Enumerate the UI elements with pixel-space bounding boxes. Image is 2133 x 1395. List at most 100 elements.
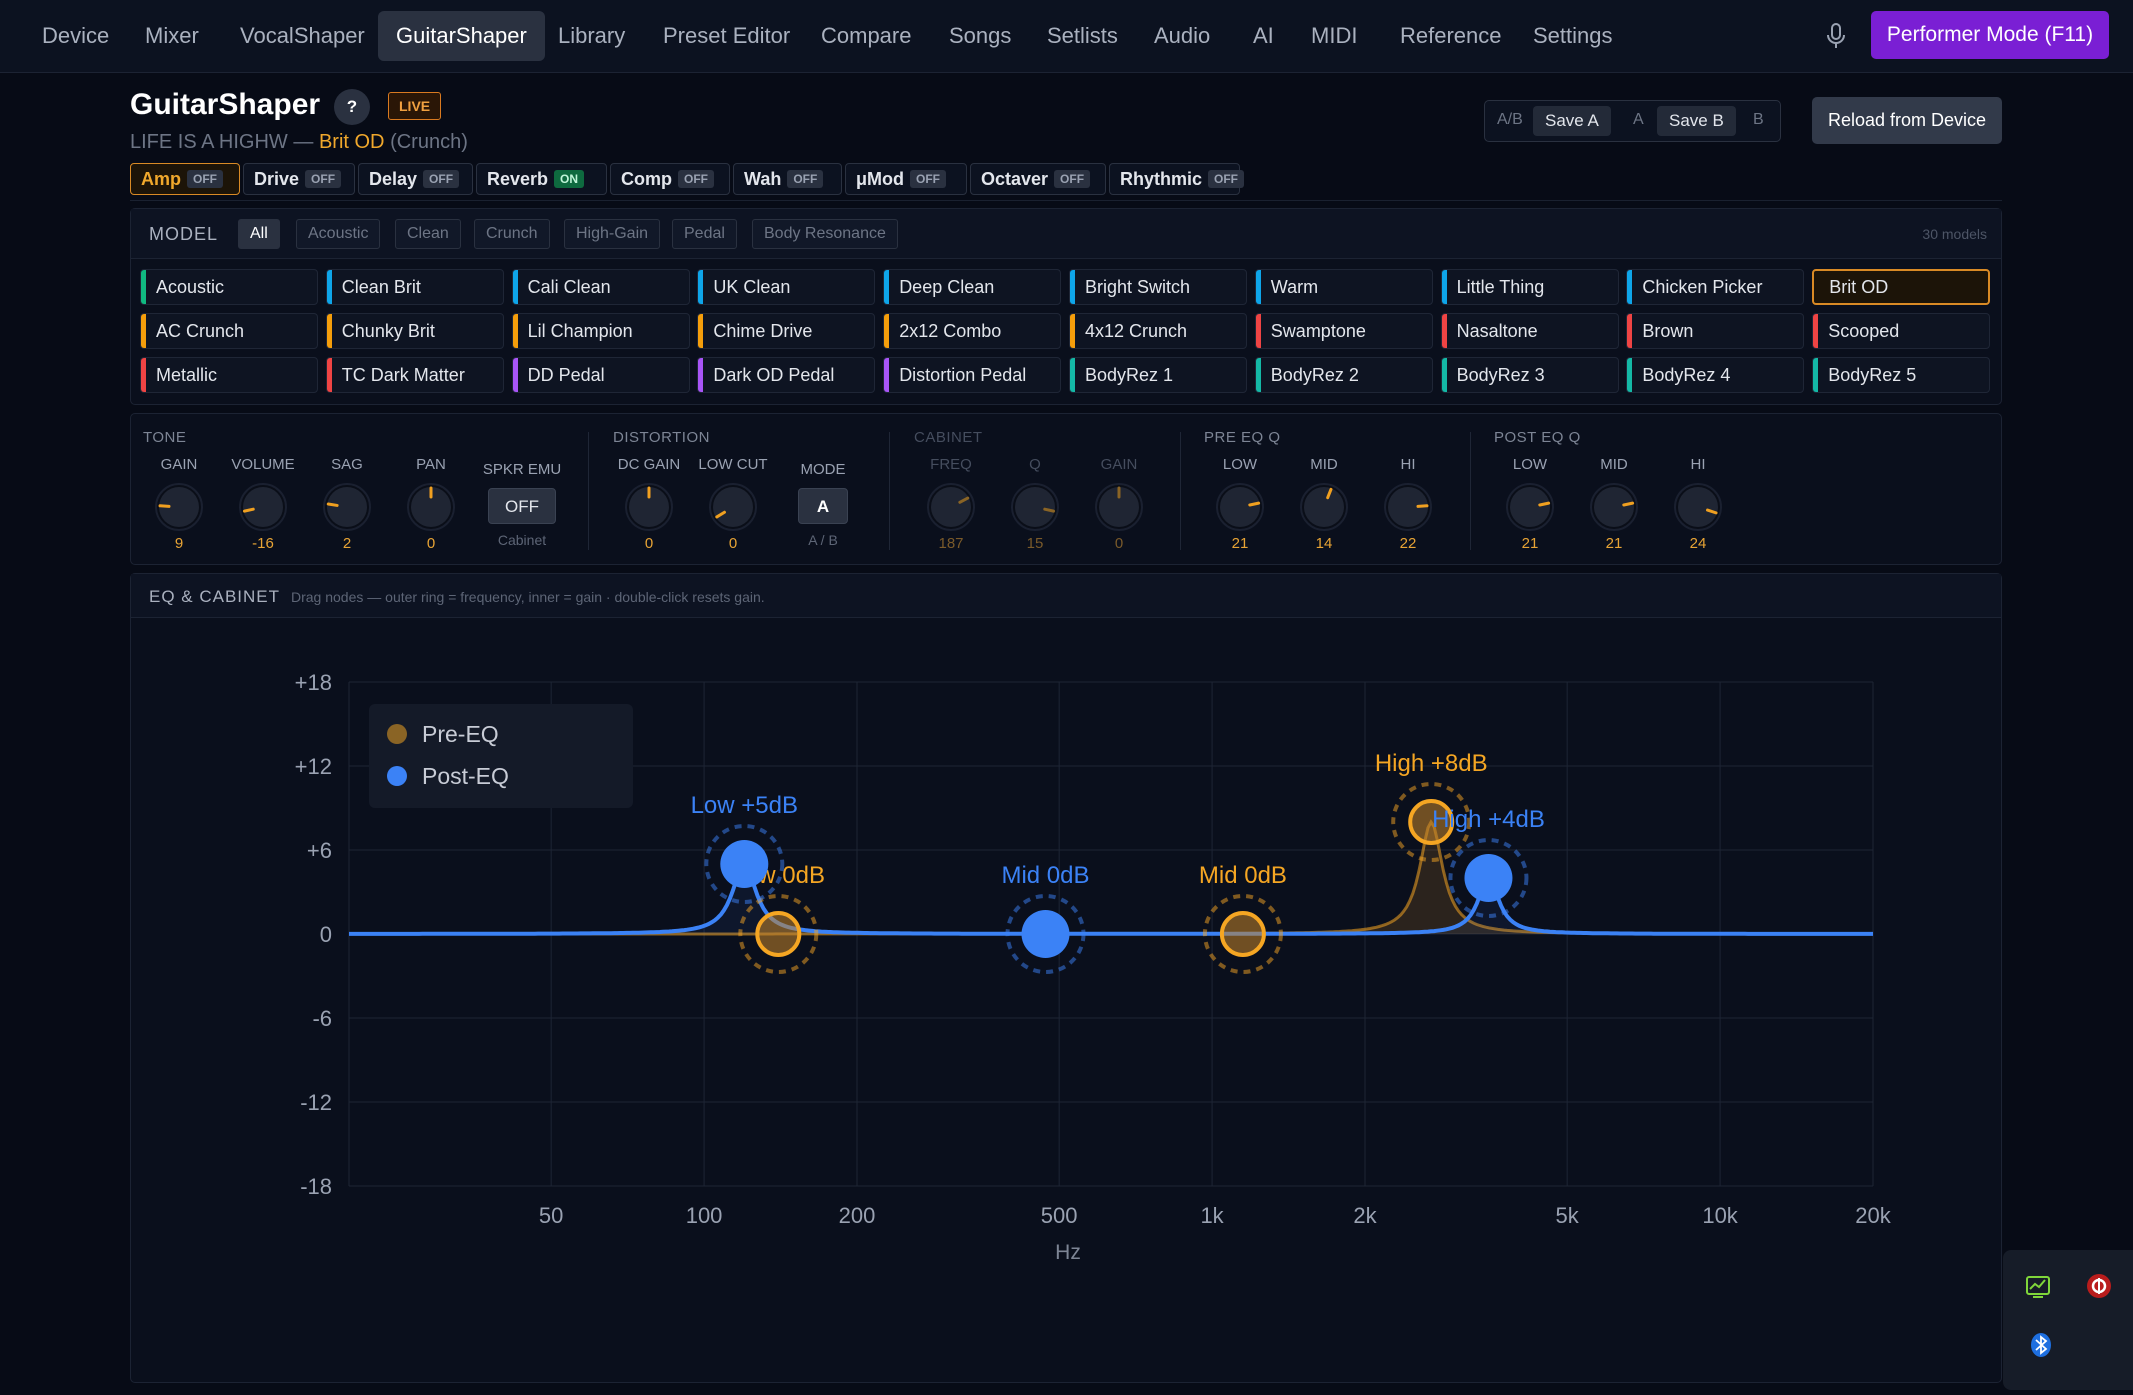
model-tile-deep-clean[interactable]: Deep Clean [883, 269, 1062, 305]
eq-graph[interactable]: +18 +12 +6 0 -6 -12 -18 50 100 200 500 1k 2k 5k 10k 20k… [131, 619, 2001, 1383]
eq-node-outer-ring[interactable] [704, 824, 785, 904]
knob-pan[interactable] [406, 482, 456, 532]
knob-gain[interactable] [154, 482, 204, 532]
model-tile-lil-champion[interactable]: Lil Champion [511, 313, 690, 349]
nav-tab-compare[interactable]: Compare [821, 23, 912, 48]
model-tile-bodyrez-2[interactable]: BodyRez 2 [1254, 357, 1433, 393]
performer-mode-button[interactable]: Performer Mode (F11) [1871, 11, 2109, 59]
model-tile-cali-clean[interactable]: Cali Clean [511, 269, 690, 305]
model-tile-swamptone[interactable]: Swamptone [1254, 313, 1433, 349]
model-tile-bright-switch[interactable]: Bright Switch [1069, 269, 1247, 305]
help-icon[interactable]: ? [334, 89, 370, 125]
model-tile-brown[interactable]: Brown [1626, 313, 1805, 349]
nav-tab-ai[interactable]: AI [1253, 23, 1274, 48]
block-reverb[interactable]: Reverb ON [476, 163, 607, 195]
block-wah[interactable]: Wah OFF [733, 163, 842, 195]
eq-node-handle[interactable] [720, 840, 769, 888]
nav-tab-settings[interactable]: Settings [1533, 23, 1613, 48]
eq-node-outer-ring[interactable] [1448, 838, 1529, 918]
bluetooth-icon[interactable] [2029, 1332, 2053, 1358]
nav-tab-preset-editor[interactable]: Preset Editor [663, 23, 791, 48]
spkr-emu-toggle[interactable]: OFF [488, 488, 556, 524]
model-tile-bodyrez-1[interactable]: BodyRez 1 [1069, 357, 1247, 393]
eq-node-outer-ring[interactable] [1202, 894, 1283, 974]
model-tile-metallic[interactable]: Metallic [140, 357, 318, 393]
knob-sag[interactable] [322, 482, 372, 532]
nav-tab-guitarshaper[interactable]: GuitarShaper [378, 11, 545, 61]
mode-toggle[interactable]: A [798, 488, 848, 524]
save-a-button[interactable]: Save A [1533, 106, 1611, 136]
nav-tab-library[interactable]: Library [558, 23, 626, 48]
eq-node-post-eq-mid-0db[interactable]: Mid 0dB [1001, 862, 1090, 974]
model-tile-bodyrez-4[interactable]: BodyRez 4 [1626, 357, 1805, 393]
reload-from-device-button[interactable]: Reload from Device [1812, 97, 2002, 144]
nav-tab-audio[interactable]: Audio [1154, 23, 1211, 48]
knob-low[interactable] [1505, 482, 1555, 532]
model-tile-chunky-brit[interactable]: Chunky Brit [325, 313, 504, 349]
knob-gain[interactable] [1094, 482, 1144, 532]
knob-hi[interactable] [1673, 482, 1723, 532]
block-comp[interactable]: Comp OFF [610, 163, 730, 195]
block-delay[interactable]: Delay OFF [358, 163, 473, 195]
block-amp[interactable]: Amp OFF [130, 163, 240, 195]
knob-hi[interactable] [1383, 482, 1433, 532]
eq-node-handle[interactable] [1464, 854, 1513, 902]
monitor-app-icon[interactable] [2025, 1274, 2051, 1300]
model-tile-clean-brit[interactable]: Clean Brit [325, 269, 504, 305]
model-tile-nasaltone[interactable]: Nasaltone [1440, 313, 1619, 349]
filter-acoustic[interactable]: Acoustic [296, 219, 381, 249]
eq-node-pre-eq-mid-0db[interactable]: Mid 0dB [1199, 862, 1287, 974]
nav-tab-vocalshaper[interactable]: VocalShaper [240, 23, 365, 48]
eq-node-post-eq-low-5db[interactable]: Low +5dB [691, 792, 798, 904]
model-tile-4x12-crunch[interactable]: 4x12 Crunch [1069, 313, 1247, 349]
block-drive[interactable]: Drive OFF [243, 163, 355, 195]
filter-all[interactable]: All [238, 219, 280, 249]
model-tile-bodyrez-5[interactable]: BodyRez 5 [1812, 357, 1991, 393]
model-tile-brit-od[interactable]: Brit OD [1812, 269, 1991, 305]
knob-freq[interactable] [926, 482, 976, 532]
nav-tab-songs[interactable]: Songs [949, 23, 1012, 48]
filter-clean[interactable]: Clean [395, 219, 461, 249]
model-tile-ac-crunch[interactable]: AC Crunch [140, 313, 318, 349]
eq-node-outer-ring[interactable] [738, 894, 819, 974]
model-tile-little-thing[interactable]: Little Thing [1440, 269, 1619, 305]
filter-pedal[interactable]: Pedal [672, 219, 737, 249]
knob-mid[interactable] [1589, 482, 1639, 532]
block-mod[interactable]: μMod OFF [845, 163, 967, 195]
record-app-icon[interactable] [2085, 1272, 2113, 1300]
knob-dc-gain[interactable] [624, 482, 674, 532]
filter-body-resonance[interactable]: Body Resonance [752, 219, 898, 249]
model-tile-chime-drive[interactable]: Chime Drive [697, 313, 876, 349]
eq-node-handle[interactable] [755, 911, 802, 957]
block-octaver[interactable]: Octaver OFF [970, 163, 1106, 195]
knob-q[interactable] [1010, 482, 1060, 532]
save-b-button[interactable]: Save B [1657, 106, 1736, 136]
model-tile-distortion-pedal[interactable]: Distortion Pedal [883, 357, 1062, 393]
model-tile-uk-clean[interactable]: UK Clean [697, 269, 876, 305]
eq-node-handle[interactable] [1408, 799, 1455, 845]
nav-tab-midi[interactable]: MIDI [1311, 23, 1358, 48]
nav-tab-device[interactable]: Device [42, 23, 110, 48]
knob-low-cut[interactable] [708, 482, 758, 532]
nav-tab-mixer[interactable]: Mixer [145, 23, 199, 48]
recall-b-button[interactable]: B [1753, 111, 1764, 128]
model-tile-tc-dark-matter[interactable]: TC Dark Matter [325, 357, 504, 393]
filter-crunch[interactable]: Crunch [474, 219, 550, 249]
model-tile-2x12-combo[interactable]: 2x12 Combo [883, 313, 1062, 349]
eq-node-post-eq-high-4db[interactable]: High +4dB [1432, 806, 1545, 918]
model-tile-warm[interactable]: Warm [1254, 269, 1433, 305]
eq-node-handle[interactable] [1021, 910, 1070, 958]
model-tile-dark-od-pedal[interactable]: Dark OD Pedal [697, 357, 876, 393]
block-rhythmic[interactable]: Rhythmic OFF [1109, 163, 1245, 195]
model-tile-chicken-picker[interactable]: Chicken Picker [1626, 269, 1805, 305]
nav-tab-setlists[interactable]: Setlists [1047, 23, 1118, 48]
eq-node-outer-ring[interactable] [1391, 782, 1472, 862]
model-tile-dd-pedal[interactable]: DD Pedal [511, 357, 690, 393]
model-tile-scooped[interactable]: Scooped [1812, 313, 1991, 349]
eq-node-pre-eq-high-8db[interactable]: High +8dB [1375, 750, 1488, 862]
knob-volume[interactable] [238, 482, 288, 532]
eq-node-handle[interactable] [1219, 911, 1266, 957]
knob-low[interactable] [1215, 482, 1265, 532]
recall-a-button[interactable]: A [1633, 111, 1644, 128]
model-tile-acoustic[interactable]: Acoustic [140, 269, 318, 305]
